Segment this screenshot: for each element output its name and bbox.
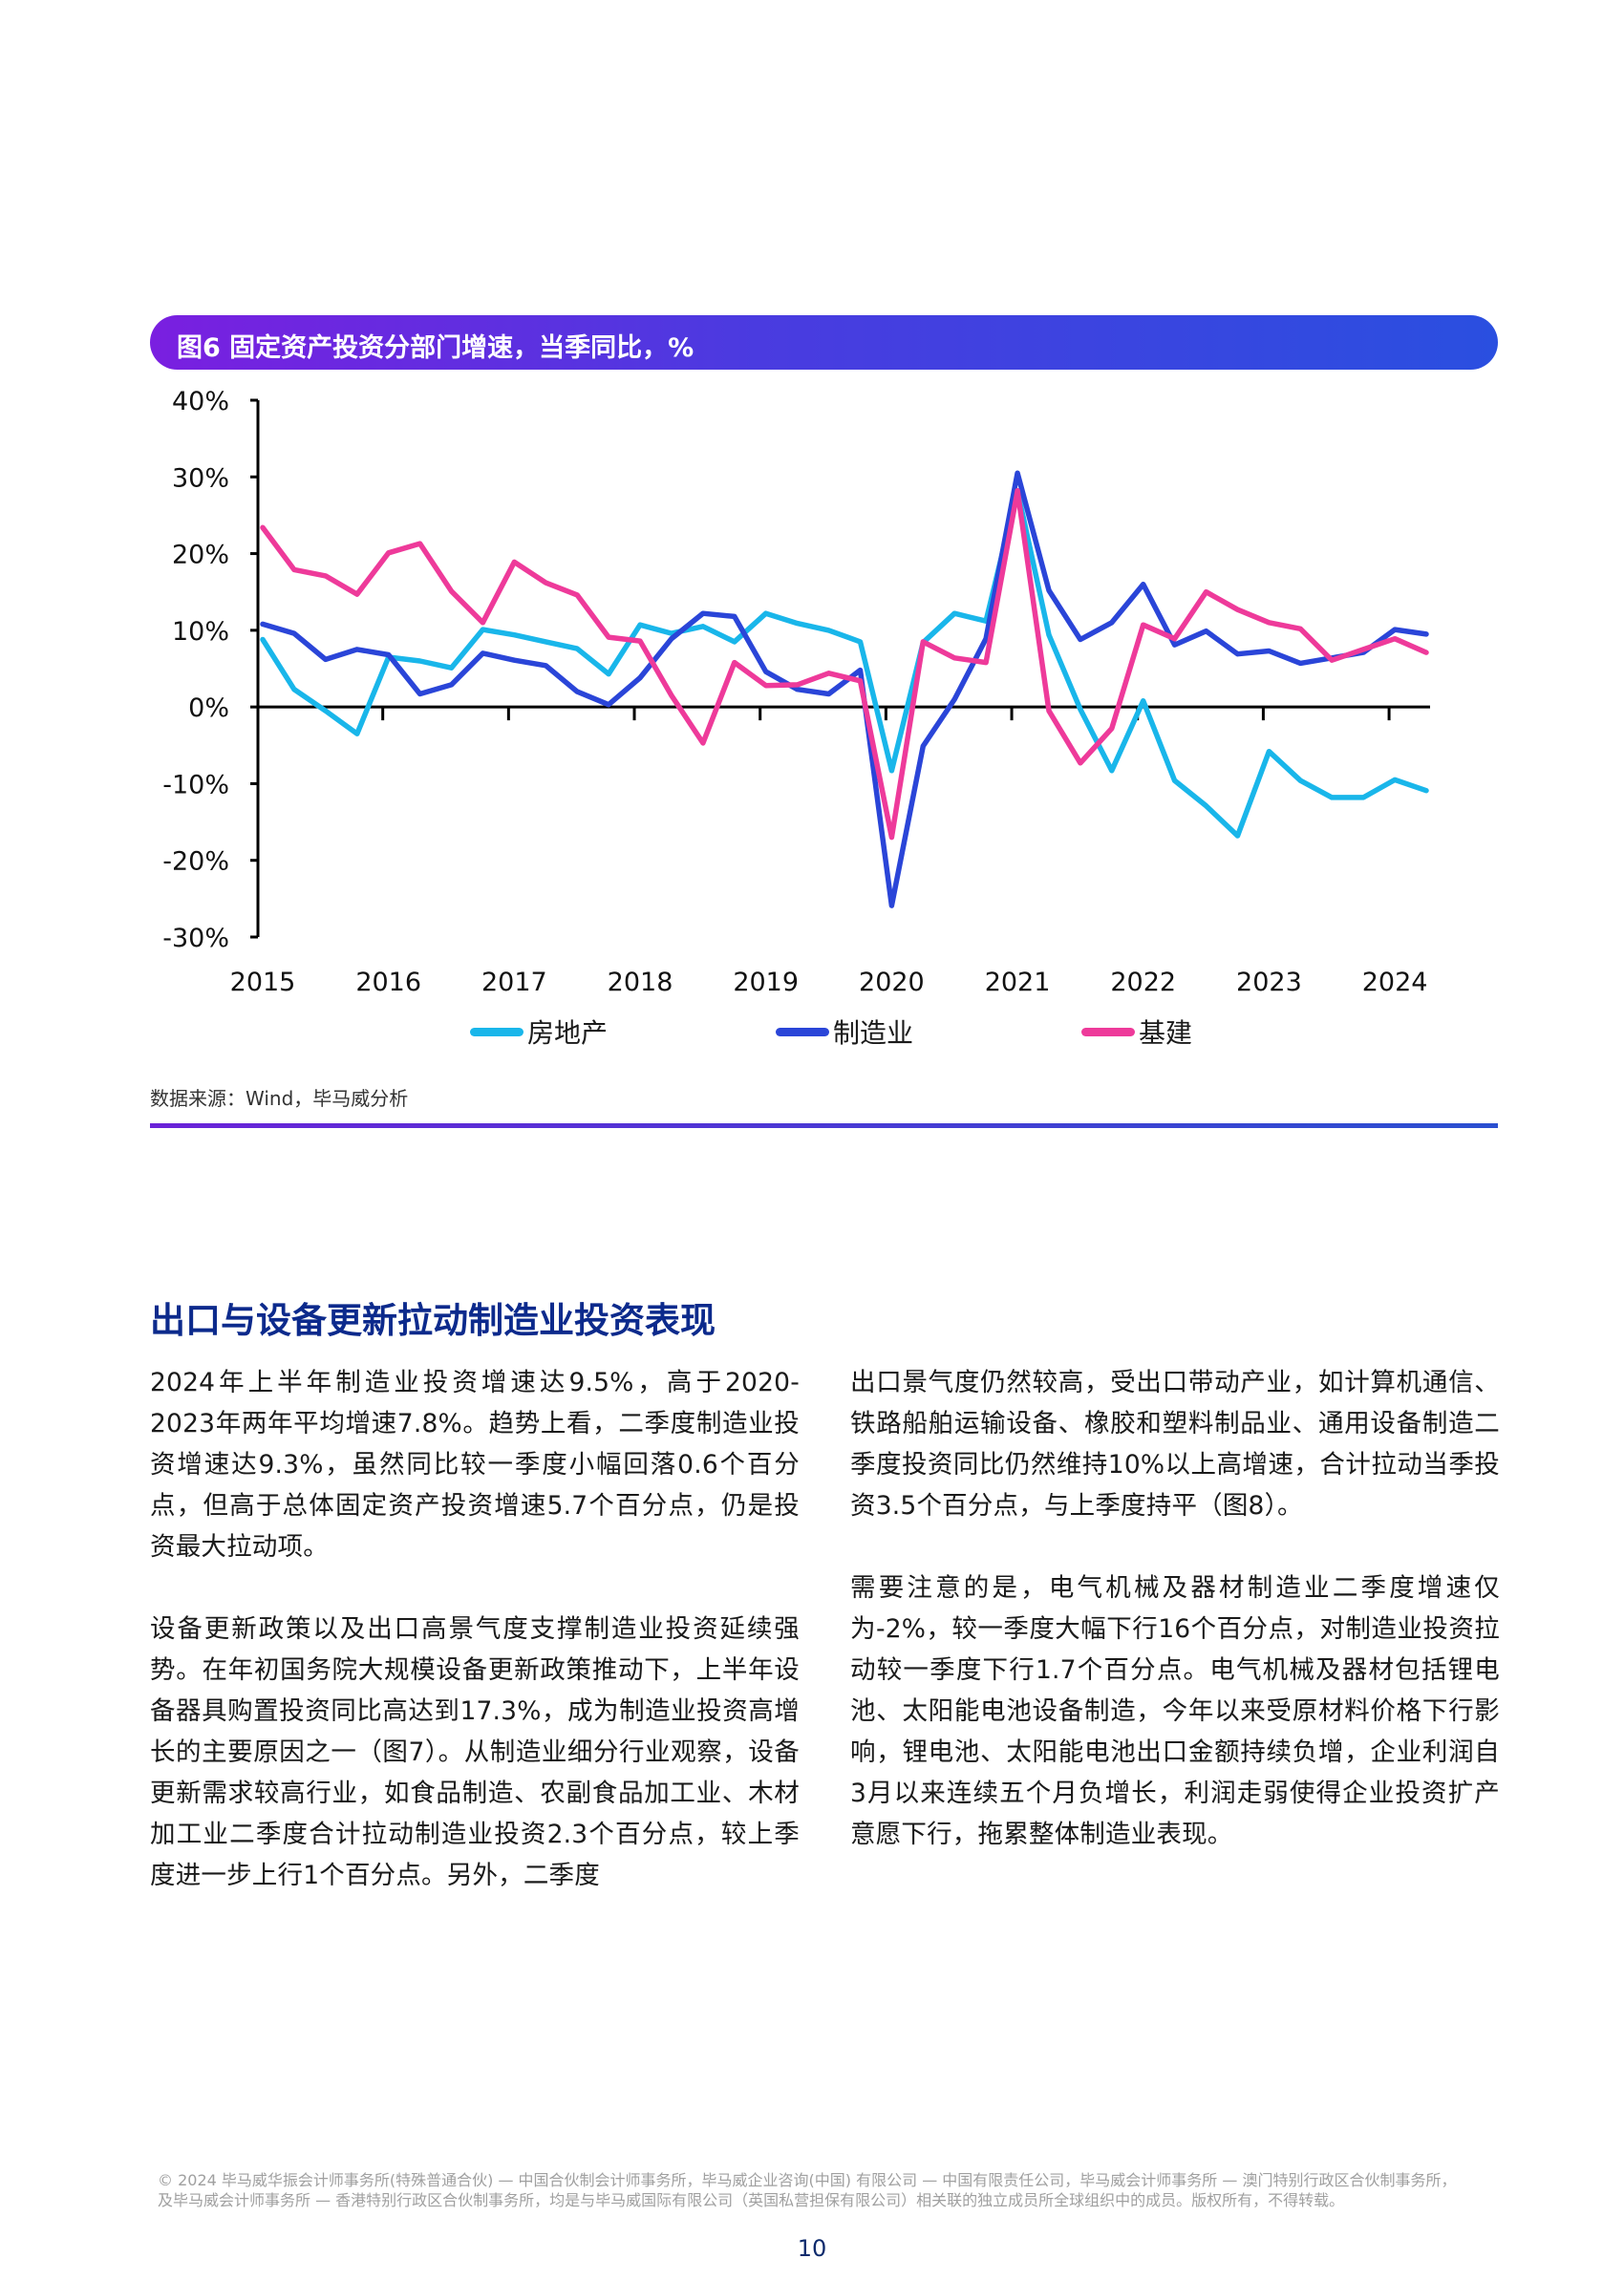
figure-title: 图6 固定资产投资分部门增速，当季同比，% (177, 333, 694, 363)
x-tick-label: 2017 (481, 968, 547, 997)
legend-label: 房地产 (527, 1017, 609, 1049)
paragraph: 2024年上半年制造业投资增速达9.5%，高于2020-2023年两年平均增速7… (150, 1368, 800, 1562)
section-heading: 出口与设备更新拉动制造业投资表现 (150, 1300, 716, 1341)
line-chart: 40% 30% 20% 10% 0% -10% -20% -30%2015 2016 2017 20… (162, 387, 1430, 997)
y-tick-label: 10% (172, 617, 229, 647)
series-line-infrastructure (260, 487, 1429, 841)
x-tick-label: 2024 (1362, 968, 1428, 997)
series-line-manufacturing (260, 470, 1429, 908)
x-tick-label: 2023 (1236, 968, 1302, 997)
right-column: 出口景气度仍然较高，受出口带动产业，如计算机通信、铁路船舶运输设备、橡胶和塑料制… (850, 1362, 1500, 1896)
series-line-real-estate (260, 487, 1429, 839)
legend-swatch (1081, 1027, 1135, 1036)
paragraph: 出口景气度仍然较高，受出口带动产业，如计算机通信、铁路船舶运输设备、橡胶和塑料制… (850, 1368, 1500, 1521)
legend-label: 制造业 (833, 1017, 914, 1049)
legend-item-real-estate: 房地产 (470, 1012, 608, 1051)
disclaimer-line: © 2024 毕马威华振会计师事务所(特殊普通合伙) — 中国合伙制会计师事务所… (158, 2171, 1457, 2189)
footer-disclaimer: © 2024 毕马威华振会计师事务所(特殊普通合伙) — 中国合伙制会计师事务所… (158, 2170, 1495, 2210)
y-tick-label: -30% (162, 924, 229, 953)
y-tick-label: 0% (188, 693, 229, 723)
x-tick-label: 2022 (1110, 968, 1176, 997)
data-source: 数据来源：Wind，毕马威分析 (150, 1087, 409, 1110)
page-number: 10 (797, 2235, 827, 2262)
y-tick-label: -10% (162, 770, 229, 799)
x-tick-label: 2020 (859, 968, 925, 997)
paragraph: 需要注意的是，电气机械及器材制造业二季度增速仅为-2%，较一季度大幅下行16个百… (850, 1573, 1500, 1849)
x-tick-label: 2018 (608, 968, 673, 997)
y-tick-label: 20% (172, 541, 229, 570)
x-tick-label: 2019 (733, 968, 799, 997)
legend-item-infrastructure: 基建 (1081, 1012, 1192, 1051)
left-column: 2024年上半年制造业投资增速达9.5%，高于2020-2023年两年平均增速7… (150, 1362, 800, 1937)
y-tick-label: -20% (162, 847, 229, 877)
legend-swatch (776, 1027, 829, 1036)
legend-item-manufacturing: 制造业 (776, 1012, 913, 1051)
legend-label: 基建 (1139, 1017, 1193, 1049)
divider (150, 1123, 1498, 1128)
y-tick-label: 40% (172, 387, 229, 416)
figure-title-bar: 图6 固定资产投资分部门增速，当季同比，% (150, 315, 1498, 370)
paragraph: 设备更新政策以及出口高景气度支撑制造业投资延续强势。在年初国务院大规模设备更新政… (150, 1614, 800, 1890)
x-tick-label: 2015 (230, 968, 296, 997)
y-tick-label: 30% (172, 463, 229, 493)
disclaimer-line: 及毕马威会计师事务所 — 香港特别行政区合伙制事务所，均是与毕马威国际有限公司（… (158, 2191, 1345, 2209)
x-tick-label: 2021 (985, 968, 1051, 997)
x-tick-label: 2016 (355, 968, 421, 997)
legend-swatch (470, 1027, 524, 1036)
